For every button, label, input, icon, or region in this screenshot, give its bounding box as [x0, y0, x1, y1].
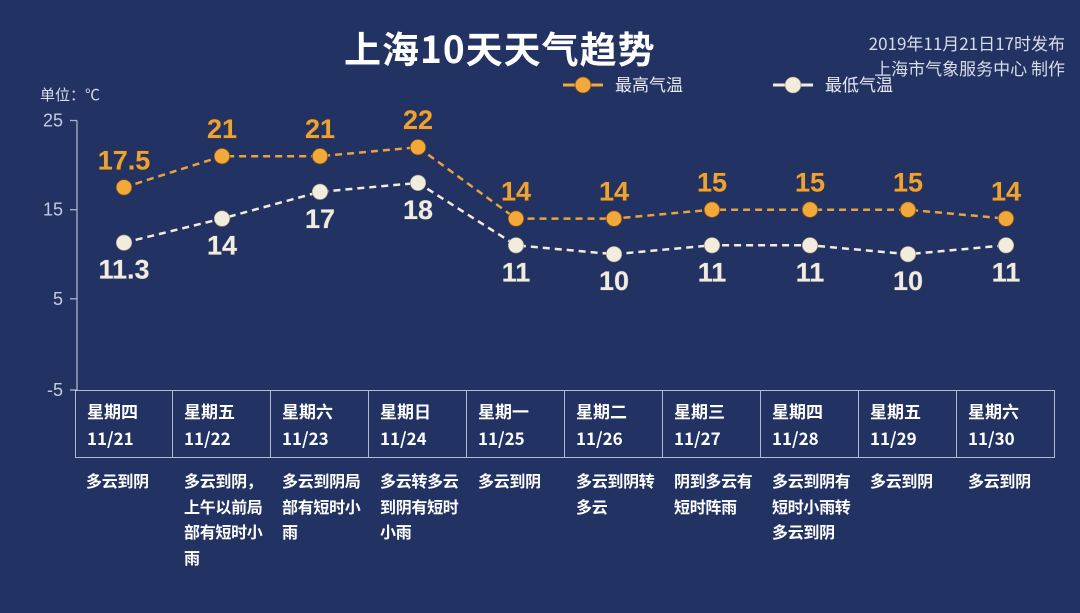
svg-text:15: 15 — [795, 168, 825, 198]
svg-text:10: 10 — [893, 266, 923, 296]
svg-text:15: 15 — [893, 168, 923, 198]
svg-text:14: 14 — [991, 177, 1021, 207]
svg-text:22: 22 — [403, 105, 433, 135]
svg-text:25: 25 — [43, 111, 63, 131]
svg-text:15: 15 — [697, 168, 727, 198]
svg-text:11.3: 11.3 — [98, 255, 149, 285]
svg-text:11: 11 — [502, 257, 531, 287]
svg-text:14: 14 — [207, 231, 237, 261]
svg-text:11: 11 — [698, 257, 727, 287]
svg-text:14: 14 — [599, 177, 629, 207]
svg-text:17.5: 17.5 — [98, 145, 151, 175]
svg-text:21: 21 — [305, 114, 335, 144]
svg-text:5: 5 — [53, 289, 63, 309]
svg-text:14: 14 — [501, 177, 531, 207]
svg-text:18: 18 — [403, 195, 433, 225]
svg-text:15: 15 — [43, 200, 63, 220]
svg-text:17: 17 — [305, 204, 335, 234]
svg-text:-5: -5 — [47, 380, 63, 400]
svg-text:21: 21 — [207, 114, 237, 144]
svg-text:11: 11 — [992, 257, 1021, 287]
svg-text:11: 11 — [796, 257, 825, 287]
svg-text:10: 10 — [599, 266, 629, 296]
